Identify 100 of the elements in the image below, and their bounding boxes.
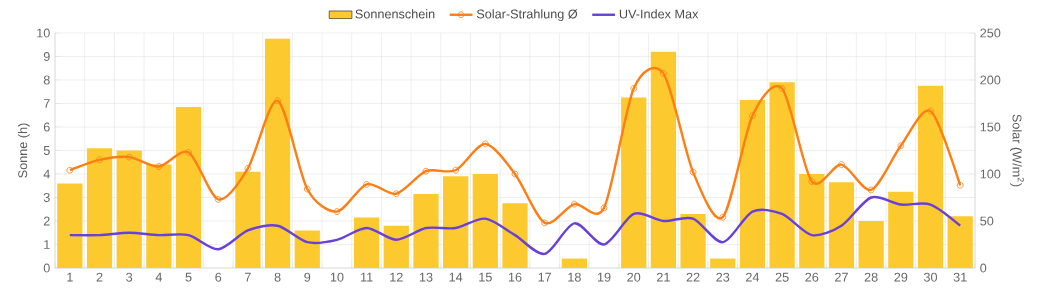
bar (828, 182, 855, 268)
point (363, 181, 370, 188)
bar (116, 150, 142, 268)
bar (235, 171, 261, 268)
y-tick-label: 1 (44, 240, 50, 249)
x-tick-label: 20 (627, 272, 641, 282)
point (392, 190, 400, 198)
bar (769, 82, 795, 268)
x-tick-label: 1 (67, 272, 73, 282)
legend-label: Solar-Strahlung Ø (476, 9, 578, 21)
bar (561, 258, 587, 268)
bar (858, 221, 884, 268)
point (333, 208, 341, 215)
x-tick-label: 3 (126, 272, 133, 282)
y-tick-label: 2 (43, 216, 50, 226)
point (689, 168, 697, 176)
y-axis-title: Sonne (h) (17, 123, 30, 178)
bar (502, 203, 528, 268)
point (808, 178, 816, 185)
x-tick-label: 4 (155, 272, 163, 282)
bar (294, 230, 320, 268)
point (660, 70, 667, 77)
point (838, 161, 845, 168)
x-tick-label: 12 (390, 272, 403, 282)
point (956, 181, 964, 189)
bar (383, 225, 409, 268)
point (867, 186, 875, 194)
x-tick-label: 6 (215, 272, 222, 282)
x-tick-label: 28 (864, 272, 878, 282)
y-tick-label: 0 (43, 263, 50, 273)
bar (264, 38, 291, 268)
y2-tick-label: 250 (980, 28, 1001, 38)
x-tick-label: 9 (304, 272, 311, 282)
bar (472, 174, 498, 268)
bar (146, 164, 172, 268)
point (600, 204, 608, 212)
bar (354, 217, 380, 268)
bar (175, 107, 202, 268)
x-tick-label: 17 (538, 272, 552, 282)
y-tick-label: 7 (43, 99, 50, 108)
point (66, 166, 74, 174)
point (541, 219, 549, 227)
point (214, 196, 222, 203)
point (630, 85, 638, 92)
point (571, 200, 578, 208)
x-tick-label: 26 (805, 272, 819, 282)
x-tick-label: 29 (894, 272, 908, 282)
point (927, 107, 934, 115)
y-tick-label: 9 (43, 52, 50, 61)
bar (680, 213, 706, 268)
bar (413, 193, 439, 268)
bar (57, 183, 83, 268)
bar (947, 216, 973, 268)
x-tick-label: 22 (686, 272, 700, 282)
bar (799, 174, 825, 268)
y-tick-label: 5 (43, 146, 50, 155)
bar (917, 85, 944, 268)
point (96, 156, 103, 164)
point (125, 153, 133, 161)
point (719, 213, 727, 221)
x-tick-label: 15 (479, 272, 492, 282)
x-tick-label: 5 (185, 272, 192, 282)
x-tick-label: 18 (568, 272, 581, 282)
y-tick-label: 6 (43, 122, 50, 132)
y2-tick-label: 150 (980, 122, 1001, 132)
y2-axis-title: Solar (W/m$^{2}$) (1010, 114, 1024, 187)
y2-tick-label: 100 (980, 169, 1001, 179)
point (155, 163, 163, 170)
x-tick-label: 7 (245, 272, 251, 282)
x-tick-label: 25 (775, 272, 789, 282)
bar (443, 176, 469, 268)
point (274, 97, 281, 105)
point (244, 165, 252, 172)
y2-tick-label: 200 (980, 75, 1001, 85)
legend-label: Sonnenschein (355, 9, 435, 19)
bar (710, 258, 736, 268)
x-tick-label: 10 (330, 272, 344, 282)
x-tick-label: 31 (953, 272, 967, 282)
x-tick-label: 8 (274, 272, 281, 282)
bar (888, 191, 914, 268)
point (778, 85, 786, 92)
bar (86, 148, 113, 268)
x-tick-label: 23 (716, 272, 730, 282)
point (511, 170, 519, 178)
x-tick-label: 27 (835, 272, 848, 282)
y-tick-label: 4 (43, 169, 50, 179)
y2-tick-label: 0 (980, 263, 987, 273)
point (482, 140, 489, 148)
point (422, 167, 430, 175)
point (897, 142, 905, 150)
bar (650, 51, 677, 268)
point (749, 112, 756, 120)
y-tick-label: 8 (43, 75, 50, 85)
x-tick-label: 16 (508, 272, 522, 282)
x-tick-label: 24 (746, 272, 760, 282)
point (452, 166, 459, 174)
x-tick-label: 19 (597, 272, 611, 282)
line-series (68, 195, 962, 256)
bar (739, 99, 766, 268)
x-tick-label: 13 (419, 272, 433, 282)
